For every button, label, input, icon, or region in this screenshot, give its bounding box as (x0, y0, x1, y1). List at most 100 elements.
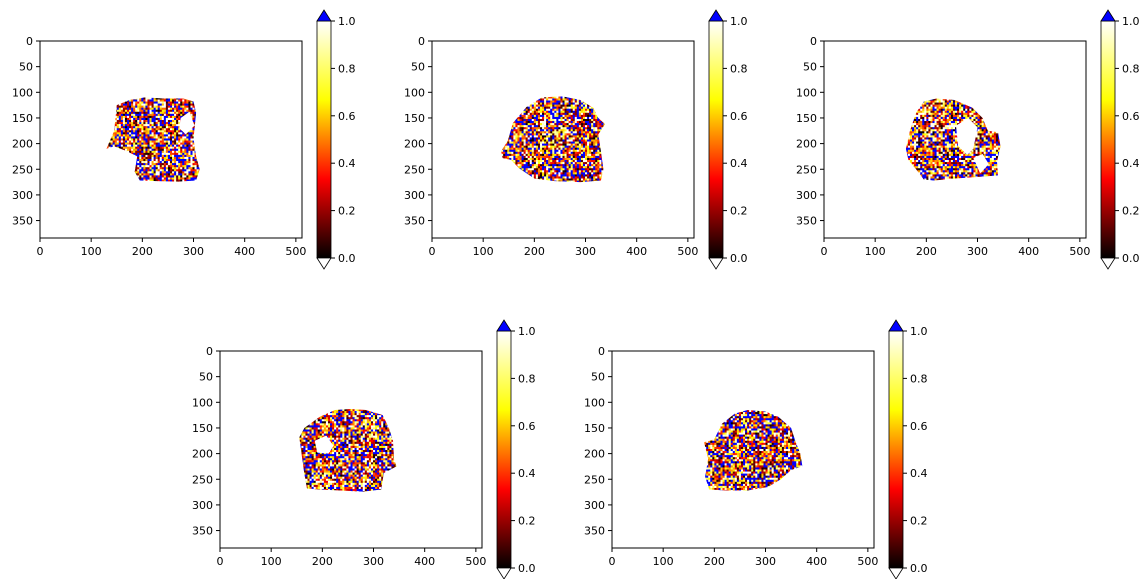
x-tick-label: 500 (465, 555, 486, 568)
axes-frame (823, 40, 1087, 239)
colorbar-gradient (496, 330, 512, 569)
y-tick-label: 100 (584, 396, 605, 409)
x-tick-label: 300 (363, 555, 384, 568)
y-tick-label: 250 (584, 473, 605, 486)
x-tick-label: 300 (183, 245, 204, 258)
colorbar-tick-label: 0.6 (518, 420, 536, 433)
x-tick-label: 0 (217, 555, 224, 568)
y-tick-label: 350 (796, 215, 817, 228)
x-tick-label: 300 (755, 555, 776, 568)
y-tick-label: 0 (810, 35, 817, 48)
colorbar-tick-label: 0.6 (1122, 110, 1140, 123)
colorbar-tick-label: 0.8 (910, 372, 928, 385)
y-tick-label: 100 (12, 86, 33, 99)
x-tick-label: 200 (916, 245, 937, 258)
y-tick-label: 0 (418, 35, 425, 48)
x-tick-label: 500 (1069, 245, 1090, 258)
heatmap-texture (905, 98, 1001, 181)
y-tick-label: 350 (404, 215, 425, 228)
y-tick-label: 50 (591, 371, 605, 384)
heatmap-panel-3: 0 100 200 300 400 500 0 50 100 150 200 250 300 350 0.0… (796, 9, 1140, 270)
y-tick-label: 100 (192, 396, 213, 409)
colorbar-gradient (316, 20, 332, 259)
y-tick-label: 250 (404, 163, 425, 176)
y-tick-label: 100 (404, 86, 425, 99)
y-tick-label: 200 (404, 138, 425, 151)
colorbar-gradient (1100, 20, 1116, 259)
x-tick-label: 400 (626, 245, 647, 258)
colorbar-over-arrow (1100, 9, 1116, 22)
x-tick-label: 0 (37, 245, 44, 258)
heatmap-texture (106, 97, 200, 182)
y-tick-label: 50 (803, 61, 817, 74)
y-tick-label: 0 (598, 345, 605, 358)
heatmap-panel-2: 0 100 200 300 400 500 0 50 100 150 200 250 300 350 0.0… (404, 9, 748, 270)
heatmap-texture (704, 410, 803, 491)
x-tick-label: 400 (414, 555, 435, 568)
colorbar: 0.0 0.2 0.4 0.6 0.8 1.0 (1100, 9, 1140, 270)
x-tick-label: 100 (261, 555, 282, 568)
colorbar: 0.0 0.2 0.4 0.6 0.8 1.0 (708, 9, 748, 270)
x-tick-label: 100 (473, 245, 494, 258)
y-tick-label: 0 (26, 35, 33, 48)
x-tick-label: 400 (1018, 245, 1039, 258)
y-tick-label: 200 (12, 138, 33, 151)
y-tick-label: 50 (19, 61, 33, 74)
y-tick-label: 200 (796, 138, 817, 151)
x-tick-label: 200 (704, 555, 725, 568)
colorbar-under-arrow (496, 567, 512, 579)
colorbar-tick-label: 0.4 (1122, 157, 1140, 170)
x-tick-label: 0 (821, 245, 828, 258)
colorbar-tick-label: 1.0 (730, 15, 748, 28)
colorbar-under-arrow (316, 257, 332, 270)
colorbar-tick-label: 0.4 (518, 467, 536, 480)
colorbar-under-arrow (1100, 257, 1116, 270)
heatmap-texture (501, 96, 605, 183)
colorbar-tick-label: 0.0 (730, 252, 748, 265)
heatmap-panel-5: 0 100 200 300 400 500 0 50 100 150 200 250 300 350 0.0… (584, 319, 928, 579)
heatmap-panel-1: 0 100 200 300 400 500 0 50 100 150 200 250 300 350 0.0… (12, 9, 356, 270)
x-tick-label: 100 (865, 245, 886, 258)
y-tick-label: 350 (12, 215, 33, 228)
x-tick-label: 300 (575, 245, 596, 258)
colorbar-tick-label: 0.2 (730, 205, 748, 218)
colorbar-tick-label: 0.6 (910, 420, 928, 433)
y-tick-label: 250 (796, 163, 817, 176)
y-tick-label: 50 (411, 61, 425, 74)
colorbar-tick-label: 0.8 (1122, 62, 1140, 75)
colorbar-tick-label: 0.0 (518, 562, 536, 575)
y-tick-label: 350 (584, 525, 605, 538)
y-tick-label: 300 (12, 189, 33, 202)
colorbar-tick-label: 0.0 (910, 562, 928, 575)
y-tick-label: 250 (12, 163, 33, 176)
colorbar-tick-label: 0.6 (730, 110, 748, 123)
x-tick-label: 200 (524, 245, 545, 258)
y-tick-label: 150 (192, 422, 213, 435)
colorbar-over-arrow (496, 319, 512, 332)
colorbar-gradient (888, 330, 904, 569)
axes-frame (39, 40, 303, 239)
y-tick-label: 50 (199, 371, 213, 384)
x-tick-label: 400 (806, 555, 827, 568)
y-tick-label: 150 (12, 112, 33, 125)
colorbar-over-arrow (316, 9, 332, 22)
colorbar-tick-label: 0.8 (730, 62, 748, 75)
colorbar: 0.0 0.2 0.4 0.6 0.8 1.0 (316, 9, 356, 270)
y-tick-label: 350 (192, 525, 213, 538)
colorbar-tick-label: 0.0 (338, 252, 356, 265)
y-tick-label: 150 (796, 112, 817, 125)
x-tick-label: 500 (285, 245, 306, 258)
x-tick-label: 200 (312, 555, 333, 568)
colorbar-tick-label: 0.2 (518, 515, 536, 528)
x-tick-label: 400 (234, 245, 255, 258)
y-tick-label: 100 (796, 86, 817, 99)
y-tick-label: 300 (796, 189, 817, 202)
axes-frame (219, 350, 483, 549)
y-tick-label: 150 (584, 422, 605, 435)
colorbar-under-arrow (888, 567, 904, 579)
colorbar-under-arrow (708, 257, 724, 270)
x-tick-label: 100 (653, 555, 674, 568)
x-tick-label: 500 (677, 245, 698, 258)
y-tick-label: 250 (192, 473, 213, 486)
